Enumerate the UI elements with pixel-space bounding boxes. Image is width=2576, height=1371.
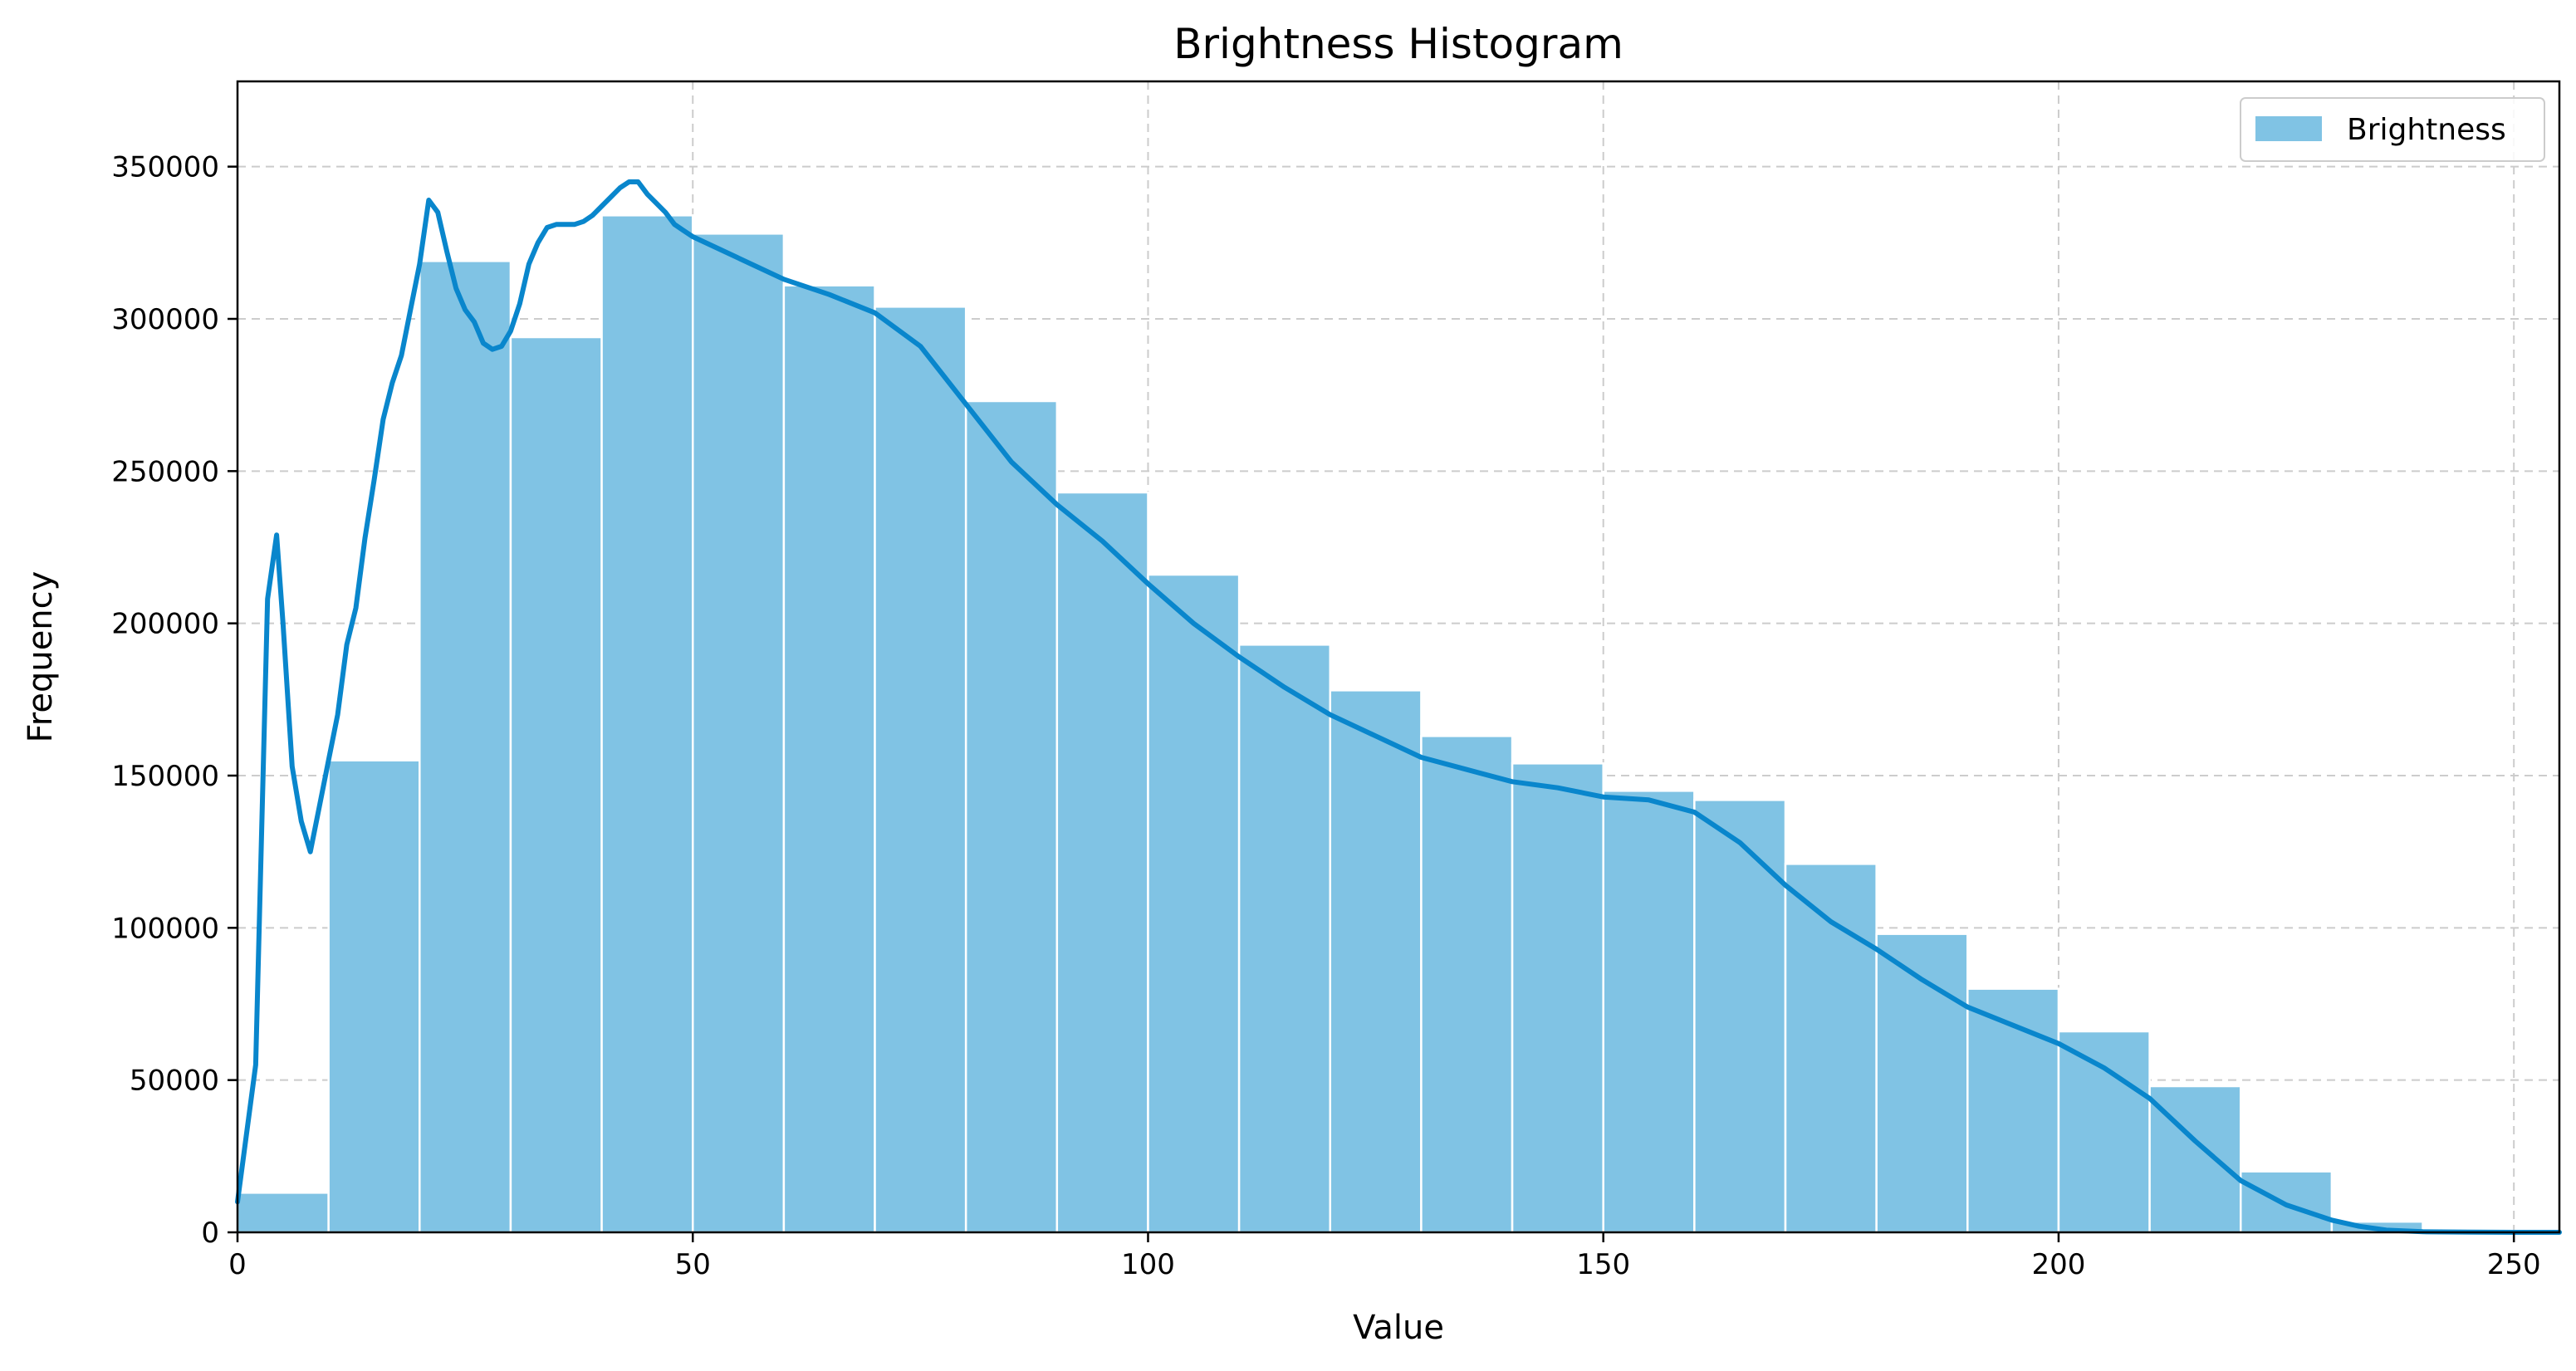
x-tick-label: 150: [1576, 1248, 1630, 1281]
histogram-bar: [2057, 1030, 2151, 1234]
histogram-bar: [1420, 735, 1514, 1234]
kde-curve-line: [235, 179, 2562, 1235]
histogram-bar: [874, 306, 967, 1234]
y-tick-label: 200000: [111, 608, 219, 641]
kde-curve-layer: [235, 179, 2562, 1235]
y-tick-label: 150000: [111, 760, 219, 793]
histogram-bar: [691, 233, 786, 1234]
x-axis-ticks: 0 50 100 150 200 250: [228, 1232, 2541, 1281]
histogram-bar: [236, 1192, 330, 1234]
histogram-bar: [1966, 987, 2060, 1234]
histogram-bar: [1237, 644, 1332, 1234]
histogram-bar: [1511, 762, 1604, 1234]
x-tick-label: 0: [228, 1248, 247, 1281]
x-tick-label: 250: [2487, 1248, 2541, 1281]
histogram-bar: [327, 759, 421, 1234]
y-tick-label: 100000: [111, 912, 219, 945]
y-tick-label: 350000: [111, 151, 219, 184]
legend-box: [2240, 97, 2545, 162]
plot-frame: [236, 80, 2561, 1234]
histogram-bar: [1784, 863, 1878, 1234]
histogram-bar: [1055, 491, 1149, 1234]
x-axis-label: Value: [1353, 1309, 1444, 1347]
histogram-bar: [2239, 1170, 2334, 1234]
x-tick-label: 50: [675, 1248, 711, 1281]
histogram-bars: [236, 214, 2561, 1234]
y-tick-label: 250000: [111, 455, 219, 488]
y-tick-label: 300000: [111, 303, 219, 336]
legend-swatch: [2255, 116, 2322, 141]
histogram-bar: [1693, 799, 1787, 1234]
histogram-bar: [964, 399, 1059, 1234]
y-axis-label: Frequency: [22, 571, 60, 743]
chart-title: Brightness Histogram: [1173, 20, 1623, 68]
legend: Brightness: [2240, 97, 2545, 162]
histogram-bar: [419, 260, 512, 1234]
x-tick-label: 200: [2031, 1248, 2085, 1281]
histogram-bar: [1602, 790, 1696, 1234]
legend-label: Brightness: [2347, 113, 2506, 147]
histogram-bar: [509, 335, 603, 1234]
x-tick-label: 100: [1121, 1248, 1175, 1281]
y-tick-label: 50000: [130, 1065, 219, 1098]
histogram-bar: [1329, 689, 1423, 1234]
histogram-bar: [600, 214, 694, 1234]
histogram-bar: [1147, 573, 1241, 1234]
histogram-bar: [1875, 933, 1969, 1234]
histogram-bar: [782, 284, 876, 1234]
y-axis-ticks: 0 50000 100000 150000 200000 250000 300000 3500…: [111, 151, 238, 1250]
y-tick-label: 0: [201, 1217, 219, 1250]
